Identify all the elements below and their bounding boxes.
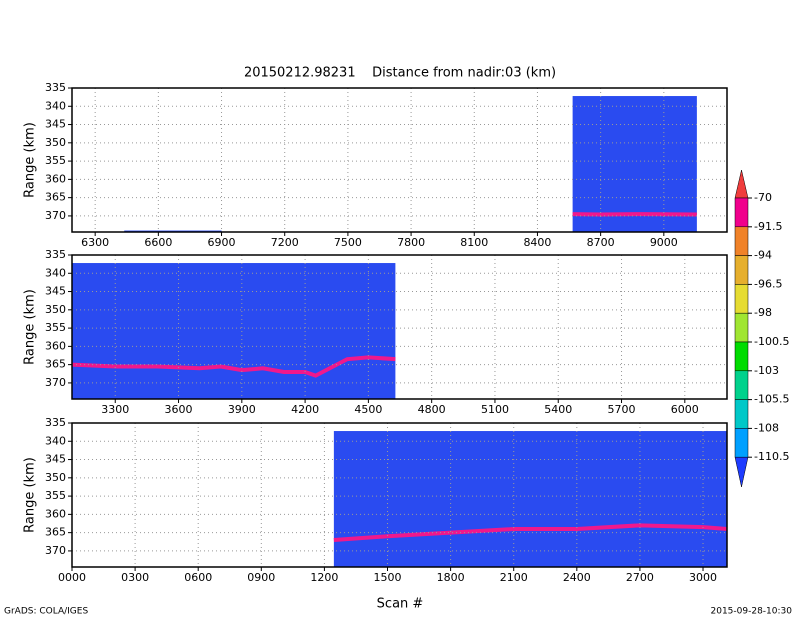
chart-title: 20150212.98231 Distance from nadir:03 (k… <box>244 66 556 81</box>
colorbar-segment <box>734 341 749 372</box>
colorbar-label: -110.5 <box>754 450 789 463</box>
x-tick-label: 0000 <box>58 571 86 584</box>
y-axis-label: Range (km) <box>23 122 38 198</box>
y-tick-label: 335 <box>45 416 66 429</box>
plot-frame <box>71 422 728 568</box>
y-tick-label: 365 <box>45 191 66 204</box>
colorbar-label: -96.5 <box>754 277 782 290</box>
colorbar-label: -94 <box>754 249 772 262</box>
x-tick-label: 8400 <box>523 236 551 249</box>
x-tick-label: 0900 <box>247 571 275 584</box>
x-tick-label: 6900 <box>208 236 236 249</box>
y-tick-label: 350 <box>45 136 66 149</box>
x-tick-label: 7800 <box>397 236 425 249</box>
colorbar-label: -91.5 <box>754 220 782 233</box>
y-axis-label: Range (km) <box>23 289 38 365</box>
y-axis-label: Range (km) <box>23 457 38 533</box>
colorbar-segment <box>734 226 749 256</box>
x-tick-label: 7500 <box>334 236 362 249</box>
colorbar-segment <box>734 456 749 488</box>
x-tick-label: 0300 <box>121 571 149 584</box>
footer-left: GrADS: COLA/IGES <box>4 607 88 617</box>
colorbar-label: -103 <box>754 364 779 377</box>
plot-frame <box>71 87 728 233</box>
colorbar-label: -98 <box>754 306 772 319</box>
x-tick-label: 4200 <box>291 403 319 416</box>
colorbar-segment <box>734 197 749 228</box>
y-tick-label: 350 <box>45 471 66 484</box>
surface-echo <box>71 355 396 378</box>
x-tick-label: 8100 <box>460 236 488 249</box>
x-tick-label: 6000 <box>671 403 699 416</box>
plot-frame <box>71 254 728 400</box>
x-tick-label: 3000 <box>689 571 717 584</box>
surface-echo <box>333 523 728 542</box>
x-tick-label: 3900 <box>228 403 256 416</box>
y-tick-label: 340 <box>45 99 66 112</box>
y-tick-label: 370 <box>45 544 66 557</box>
colorbar-segment <box>734 399 749 429</box>
colorbar-label: -108 <box>754 421 779 434</box>
x-tick-label: 2400 <box>563 571 591 584</box>
x-tick-label: 6300 <box>81 236 109 249</box>
y-tick-label: 355 <box>45 154 66 167</box>
y-tick-label: 355 <box>45 489 66 502</box>
y-tick-label: 370 <box>45 376 66 389</box>
y-tick-label: 335 <box>45 248 66 261</box>
y-tick-label: 345 <box>45 453 66 466</box>
colorbar-label: -105.5 <box>754 393 789 406</box>
x-tick-label: 8700 <box>587 236 615 249</box>
data-coverage <box>572 96 697 232</box>
y-tick-label: 370 <box>45 209 66 222</box>
colorbar-segment <box>734 312 749 343</box>
x-tick-label: 2700 <box>626 571 654 584</box>
colorbar-segment <box>734 255 749 285</box>
y-tick-label: 340 <box>45 434 66 447</box>
footer-right: 2015-09-28-10:30 <box>711 607 793 617</box>
x-axis-label: Scan # <box>377 597 424 612</box>
x-tick-label: 1200 <box>310 571 338 584</box>
x-tick-label: 3600 <box>165 403 193 416</box>
data-coverage <box>333 431 727 567</box>
y-tick-label: 350 <box>45 303 66 316</box>
colorbar-label: -70 <box>754 191 772 204</box>
y-tick-label: 335 <box>45 81 66 94</box>
x-tick-label: 7200 <box>271 236 299 249</box>
colorbar-label: -100.5 <box>754 335 789 348</box>
y-tick-label: 365 <box>45 358 66 371</box>
x-tick-label: 1800 <box>437 571 465 584</box>
x-tick-label: 9000 <box>650 236 678 249</box>
y-tick-label: 360 <box>45 172 66 185</box>
colorbar-segment <box>734 284 749 314</box>
y-tick-label: 360 <box>45 339 66 352</box>
y-tick-label: 360 <box>45 507 66 520</box>
x-tick-label: 5400 <box>544 403 572 416</box>
y-tick-label: 355 <box>45 321 66 334</box>
colorbar-segment <box>734 370 749 400</box>
x-tick-label: 2100 <box>500 571 528 584</box>
x-tick-label: 1500 <box>374 571 402 584</box>
data-coverage <box>72 263 396 399</box>
colorbar-segment <box>734 428 749 458</box>
x-tick-label: 4500 <box>354 403 382 416</box>
y-tick-label: 340 <box>45 266 66 279</box>
x-tick-label: 6600 <box>144 236 172 249</box>
x-tick-label: 5700 <box>608 403 636 416</box>
x-tick-label: 5100 <box>481 403 509 416</box>
x-tick-label: 0600 <box>184 571 212 584</box>
y-tick-label: 365 <box>45 526 66 539</box>
colorbar-segment <box>734 169 749 199</box>
x-tick-label: 3300 <box>101 403 129 416</box>
y-tick-label: 345 <box>45 118 66 131</box>
x-tick-label: 4800 <box>418 403 446 416</box>
y-tick-label: 345 <box>45 285 66 298</box>
